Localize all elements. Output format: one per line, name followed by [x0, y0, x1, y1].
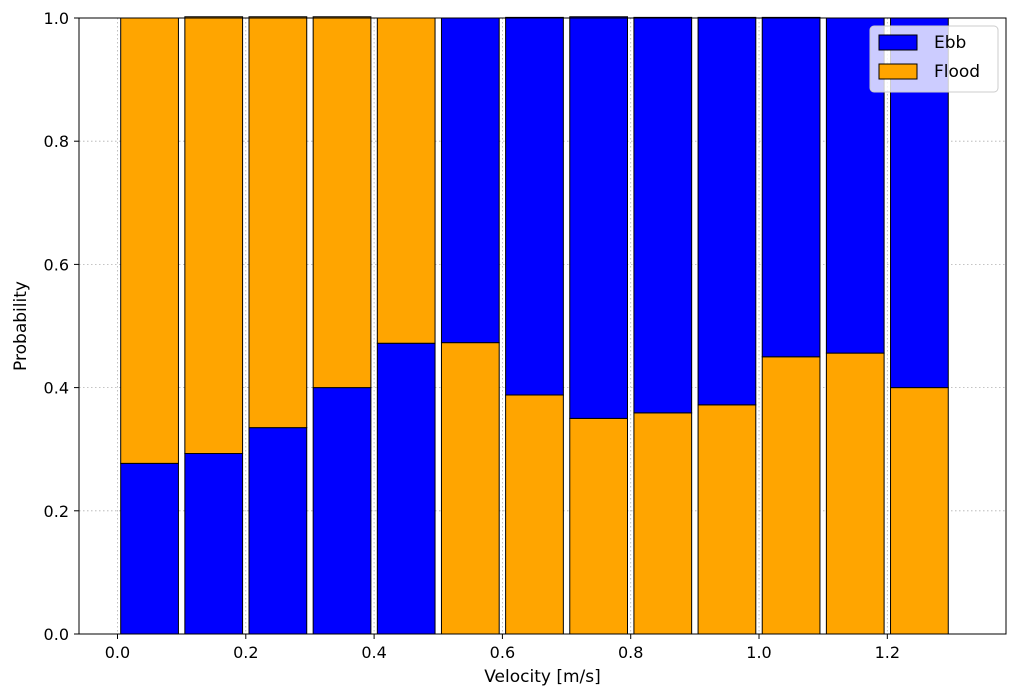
y-tick-label: 0.8 [44, 132, 69, 151]
bar-ebb [440, 17, 500, 344]
bar-ebb [569, 16, 629, 419]
bar-flood [825, 352, 885, 635]
bar-flood [569, 417, 629, 635]
bar-ebb [312, 387, 372, 635]
bar-flood [248, 16, 308, 429]
legend: Ebb Flood [869, 25, 999, 93]
x-tick-label: 0.6 [490, 643, 515, 662]
x-tick-label: 1.2 [875, 643, 900, 662]
bar-ebb [120, 462, 179, 635]
bar-ebb [376, 342, 436, 635]
x-tick-label: 0.2 [233, 643, 258, 662]
x-axis-label: Velocity [m/s] [484, 667, 601, 687]
legend-label-flood: Flood [934, 62, 980, 82]
bar-flood [312, 16, 372, 389]
bar-flood [440, 342, 500, 635]
bar-ebb [697, 16, 757, 406]
y-tick-label: 0.2 [44, 502, 69, 521]
bar-ebb [505, 16, 564, 396]
y-tick-label: 1.0 [44, 9, 69, 28]
y-tick-label: 0.4 [44, 379, 69, 398]
axis-ticks: 0.0 0.2 0.4 0.6 0.8 1.0 1.2 0.0 0.2 0.4 0.6 0.8 1.0 [44, 9, 900, 662]
plot-frame [78, 17, 1007, 635]
bar-flood [505, 394, 564, 635]
bar-ebb [184, 453, 244, 635]
y-tick-label: 0.6 [44, 255, 69, 274]
bar-flood [376, 17, 436, 344]
bar-flood [633, 412, 693, 635]
bars [120, 16, 949, 635]
x-tick-label: 1.0 [746, 643, 771, 662]
x-tick-label: 0.8 [618, 643, 643, 662]
bar-flood [890, 387, 949, 635]
x-tick-label: 0.0 [105, 643, 130, 662]
bar-ebb [248, 427, 308, 635]
bar-flood [697, 404, 757, 635]
bar-ebb [761, 16, 821, 358]
y-axis-label: Probability [11, 281, 31, 371]
legend-swatch-flood [878, 63, 918, 80]
legend-swatch-ebb [878, 34, 918, 51]
bar-ebb [633, 16, 693, 414]
x-tick-label: 0.4 [361, 643, 386, 662]
bar-flood [120, 17, 179, 464]
bar-flood [184, 16, 244, 455]
bar-flood [761, 356, 821, 635]
legend-label-ebb: Ebb [934, 33, 966, 53]
y-tick-label: 0.0 [44, 625, 69, 644]
